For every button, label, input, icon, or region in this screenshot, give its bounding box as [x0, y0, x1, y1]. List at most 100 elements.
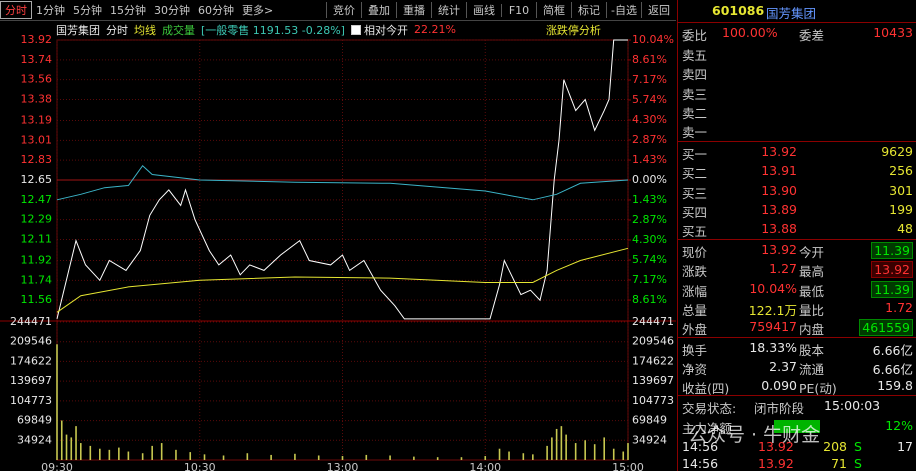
label: 现价 [682, 245, 708, 260]
value: 461559 [859, 319, 913, 337]
label: 卖一 [682, 125, 708, 141]
quote-row: 总量 122.1万 量比 1.72 [678, 299, 916, 318]
price-line [56, 247, 629, 313]
value: 10433 [873, 25, 913, 40]
label: 交易状态: [682, 401, 737, 416]
volume-label[interactable]: 成交量 [162, 23, 195, 37]
count: 17 [897, 439, 913, 454]
tab[interactable]: 30分钟 [154, 4, 190, 17]
label: 买一 [682, 147, 708, 162]
label: 流通 [799, 362, 825, 377]
label: 今开 [799, 245, 825, 260]
ma-label[interactable]: 均线 [134, 23, 156, 37]
volume-bar [484, 456, 487, 460]
button[interactable]: 画线 [466, 2, 501, 18]
volume-bar [436, 457, 439, 460]
value: 11.39 [871, 280, 913, 298]
tab[interactable]: 60分钟 [198, 4, 234, 17]
volume-bar [317, 455, 320, 460]
volume-bar [189, 452, 192, 460]
tab[interactable]: 1分钟 [36, 4, 65, 17]
volume: 199 [889, 201, 913, 217]
volume-bar [141, 453, 144, 460]
quote-row: 现价 13.92 今开 11.39 [678, 241, 916, 260]
volume-bar [151, 445, 153, 460]
value: 6.66亿 [872, 343, 913, 358]
tab[interactable]: 5分钟 [73, 4, 102, 17]
button[interactable]: 叠加 [361, 2, 396, 18]
y-tick-label: 12.11 [21, 233, 53, 246]
label: 净资 [682, 362, 708, 377]
separator [678, 395, 916, 396]
volume: 256 [889, 163, 913, 179]
y-tick-label: 13.38 [21, 93, 53, 106]
volume-bar [89, 445, 92, 460]
button[interactable]: F10 [501, 3, 536, 17]
y-tick-label: 11.74 [21, 273, 53, 286]
button[interactable]: 统计 [431, 2, 466, 18]
value: 122.1万 [748, 302, 797, 318]
tab[interactable]: 分时 [0, 1, 32, 19]
volume: 48 [897, 221, 913, 237]
buy-level: 买五 13.88 48 [678, 220, 916, 239]
value: 10.04% [749, 280, 797, 296]
volume-bar [612, 448, 615, 460]
button[interactable]: 返回 [641, 2, 676, 18]
quote-row: 换手 18.33% 股本 6.66亿 [678, 339, 916, 358]
checkbox[interactable] [350, 24, 361, 35]
button[interactable]: 竞价 [326, 2, 361, 18]
volume-bar [565, 434, 567, 460]
label: 总量 [682, 302, 708, 318]
price: 13.92 [758, 456, 794, 471]
volume-bar [75, 426, 77, 460]
price-line [56, 164, 629, 201]
quote-row: 外盘 759417 内盘 461559 [678, 318, 916, 337]
volume-bar [160, 443, 163, 460]
tab[interactable]: 更多> [242, 4, 274, 17]
toolbar: 分时 1分钟 5分钟 15分钟 30分钟 60分钟 更多> 竞价 叠加 重播 统计 画线 F10 简框 标记… [0, 0, 676, 21]
volume-bar [365, 454, 368, 460]
volume-bar [413, 456, 415, 460]
stock-name: 国芳集团 [766, 6, 817, 21]
label: 买五 [682, 224, 708, 240]
label: PE(动) [799, 381, 837, 396]
label: 卖四 [682, 67, 708, 83]
value: 13.92 [871, 261, 913, 279]
separator [678, 22, 916, 23]
volume-bar [508, 451, 510, 460]
x-tick-label: 13:00 [327, 461, 359, 471]
volume-bar [551, 437, 553, 460]
volume-bar [60, 420, 63, 460]
price: 13.89 [761, 201, 797, 217]
label: 卖二 [682, 105, 708, 121]
sell-level: 卖四 [678, 63, 916, 82]
time: 15:00:03 [824, 398, 881, 413]
price: 13.91 [761, 163, 797, 179]
button[interactable]: -自选 [606, 2, 641, 18]
button[interactable]: 简框 [536, 2, 571, 18]
button[interactable]: 标记 [571, 2, 606, 18]
tab[interactable]: 15分钟 [110, 4, 146, 17]
y2-tick-label: 2.87% [632, 213, 667, 226]
label: 收益(四) [682, 381, 730, 396]
button[interactable]: 重播 [396, 2, 431, 18]
y-tick-label: 69849 [17, 414, 52, 427]
side: S [854, 439, 862, 454]
trade-status: 交易状态: 闭市阶段 15:00:03 [678, 397, 916, 416]
x-tick-label: 10:30 [184, 461, 216, 471]
volume-bar [627, 443, 629, 460]
value: 13.92 [761, 242, 797, 257]
y-tick-label: 244471 [632, 315, 674, 328]
y2-tick-label: 0.00% [632, 173, 667, 186]
label: 最高 [799, 264, 825, 280]
main-force: 主力净额 12% [678, 417, 916, 436]
volume: 9629 [881, 144, 913, 159]
quote-row: 涨幅 10.04% 最低 11.39 [678, 280, 916, 299]
y2-tick-label: 7.17% [632, 73, 667, 86]
value: 18.33% [749, 340, 797, 355]
limit-analysis[interactable]: 涨跌停分析 [545, 23, 601, 37]
volume-bar [603, 437, 606, 460]
sell-level: 卖一 [678, 121, 916, 140]
y-tick-label: 11.56 [21, 293, 53, 306]
buy-level: 买三 13.90 301 [678, 182, 916, 201]
